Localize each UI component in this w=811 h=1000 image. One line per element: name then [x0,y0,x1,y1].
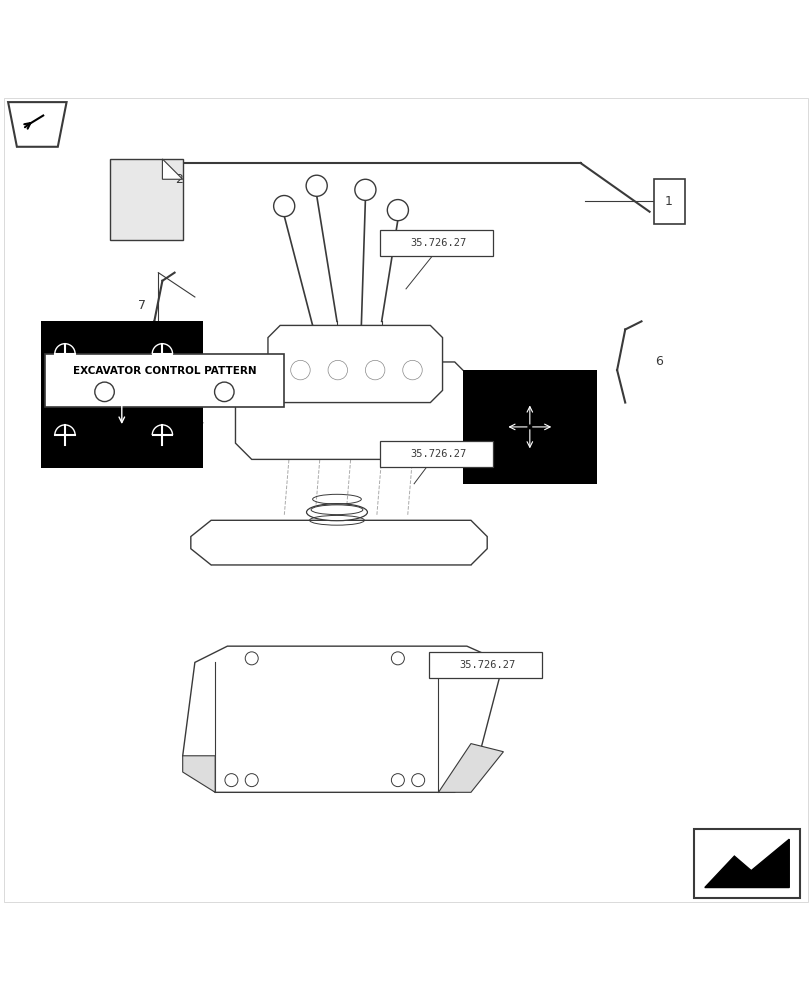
Bar [653,179,684,224]
Text: 35.726.27: 35.726.27 [410,238,466,248]
Circle shape [273,196,294,217]
Polygon shape [704,839,788,888]
Circle shape [225,774,238,787]
Text: 4: 4 [556,400,564,413]
Bar [45,354,284,407]
Text: 7: 7 [138,299,146,312]
FancyBboxPatch shape [428,652,541,678]
Bar [109,159,182,240]
Text: 1: 1 [664,195,672,208]
Text: 2: 2 [174,173,182,186]
FancyBboxPatch shape [380,230,492,256]
Polygon shape [268,325,442,403]
FancyBboxPatch shape [380,441,492,467]
Text: 3: 3 [134,441,142,454]
Bar [41,321,203,468]
Polygon shape [182,646,503,792]
Polygon shape [162,159,182,179]
Circle shape [95,382,114,402]
Polygon shape [8,102,67,147]
Text: 35.726.27: 35.726.27 [410,449,466,459]
Polygon shape [182,756,215,792]
Circle shape [245,774,258,787]
Circle shape [477,397,488,408]
Ellipse shape [306,504,367,521]
Circle shape [306,175,327,196]
Text: 35.726.27: 35.726.27 [458,660,515,670]
Circle shape [354,179,375,200]
Bar [693,829,799,898]
Bar [462,370,596,484]
Circle shape [391,774,404,787]
Polygon shape [191,520,487,565]
Circle shape [245,652,258,665]
Circle shape [391,652,404,665]
Circle shape [477,421,488,433]
Polygon shape [438,744,503,792]
Circle shape [411,774,424,787]
Text: 5: 5 [134,343,142,356]
Circle shape [387,200,408,221]
Text: EXCAVATOR CONTROL PATTERN: EXCAVATOR CONTROL PATTERN [72,366,256,376]
Polygon shape [235,362,470,459]
Circle shape [214,382,234,402]
Text: 6: 6 [654,355,663,368]
